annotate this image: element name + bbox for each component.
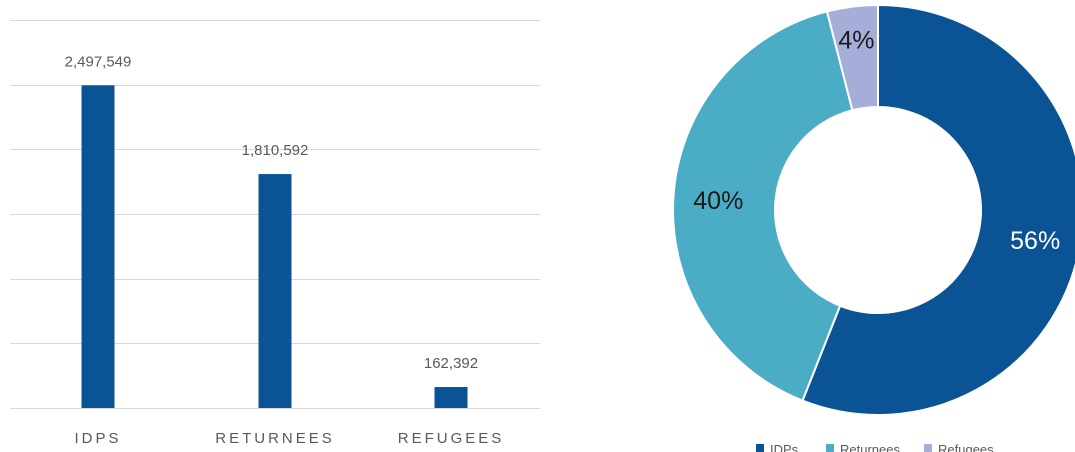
donut-chart-data-labels: 56% 40% 4% [693, 26, 1060, 255]
donut-slice-idps [801, 3, 1075, 416]
legend-label: Refugees [938, 442, 994, 452]
bar-idps [81, 85, 115, 409]
category-label-refugees: REFUGEES [398, 430, 505, 447]
bar-refugees [434, 387, 468, 408]
bar-chart-bars [81, 85, 468, 409]
donut-slice-returnees [672, 10, 854, 402]
category-label-returnees: RETURNEES [215, 430, 335, 447]
bar-returnees [258, 174, 292, 408]
bar-data-label-idps: 2,497,549 [65, 53, 132, 70]
bar-chart: 2,497,549 1,810,592 162,392 IDPS RETURNEES R… [10, 20, 540, 447]
donut-chart-slices [672, 3, 1075, 416]
bar-chart-data-labels: 2,497,549 1,810,592 162,392 [65, 53, 478, 372]
bar-data-label-returnees: 1,810,592 [242, 142, 309, 159]
donut-chart-legend: IDPs Returnees Refugees [756, 442, 994, 452]
donut-data-label-refugees: 4% [838, 26, 874, 54]
donut-slice-refugees [825, 3, 879, 112]
bar-data-label-refugees: 162,392 [424, 355, 478, 372]
category-label-idps: IDPS [74, 430, 121, 447]
legend-swatch [924, 444, 932, 452]
legend-swatch [826, 444, 834, 452]
legend-label: Returnees [840, 442, 900, 452]
legend-item-refugees: Refugees [924, 442, 994, 452]
legend-item-idps: IDPs [756, 442, 799, 452]
legend-item-returnees: Returnees [826, 442, 900, 452]
donut-data-label-idps: 56% [1010, 227, 1060, 255]
donut-data-label-returnees: 40% [693, 187, 743, 215]
legend-label: IDPs [770, 442, 799, 452]
legend-swatch [756, 444, 764, 452]
bar-chart-category-labels: IDPS RETURNEES REFUGEES [74, 430, 505, 447]
